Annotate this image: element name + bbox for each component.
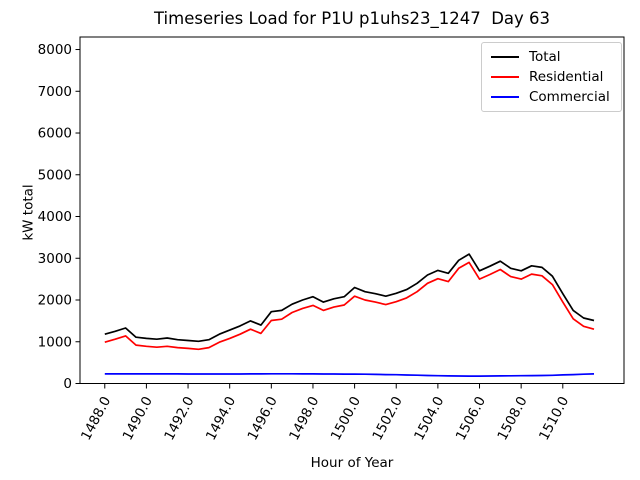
y-tick-label: 7000 bbox=[38, 84, 72, 100]
legend-entry-residential: Residential bbox=[482, 67, 621, 87]
x-axis-label: Hour of Year bbox=[310, 455, 394, 471]
y-tick-label: 4000 bbox=[38, 209, 72, 225]
x-tick-label: 1494.0 bbox=[203, 394, 239, 443]
y-tick-label: 6000 bbox=[38, 126, 72, 142]
x-tick-label: 1490.0 bbox=[120, 394, 156, 443]
x-tick-label: 1496.0 bbox=[245, 394, 281, 443]
y-tick-label: 2000 bbox=[38, 293, 72, 309]
chart-title: Timeseries Load for P1U p1uhs23_1247 Day… bbox=[153, 9, 551, 28]
x-tick-label: 1502.0 bbox=[369, 394, 405, 443]
y-tick-label: 1000 bbox=[38, 334, 72, 350]
legend-entry-commercial: Commercial bbox=[482, 87, 621, 107]
series-line-total bbox=[104, 253, 595, 343]
series-layer bbox=[104, 253, 595, 377]
x-tick-label: 1488.0 bbox=[78, 394, 114, 443]
series-line-commercial bbox=[104, 372, 595, 377]
x-tick-label: 1510.0 bbox=[536, 394, 572, 443]
plot-frame bbox=[79, 36, 625, 384]
legend: Total Residential Commercial bbox=[481, 42, 622, 112]
series-line-residential bbox=[104, 261, 595, 351]
legend-label-commercial: Commercial bbox=[529, 89, 610, 105]
legend-line-commercial bbox=[491, 96, 519, 98]
legend-label-total: Total bbox=[529, 49, 561, 65]
x-tick-label: 1492.0 bbox=[161, 394, 197, 443]
x-tick-label: 1498.0 bbox=[286, 394, 322, 443]
x-tick-label: 1504.0 bbox=[411, 394, 447, 443]
x-tick-label: 1500.0 bbox=[328, 394, 364, 443]
y-tick-label: 5000 bbox=[38, 167, 72, 183]
y-tick-label: 8000 bbox=[38, 42, 72, 58]
y-tick-label: 0 bbox=[63, 376, 72, 392]
x-tick-label: 1508.0 bbox=[494, 394, 530, 443]
x-tick-label: 1506.0 bbox=[453, 394, 489, 443]
y-tick-label: 3000 bbox=[38, 251, 72, 267]
legend-line-residential bbox=[491, 76, 519, 78]
y-axis-label: kW total bbox=[20, 184, 37, 241]
legend-entry-total: Total bbox=[482, 47, 621, 67]
legend-line-total bbox=[491, 56, 519, 58]
legend-label-residential: Residential bbox=[529, 69, 604, 85]
